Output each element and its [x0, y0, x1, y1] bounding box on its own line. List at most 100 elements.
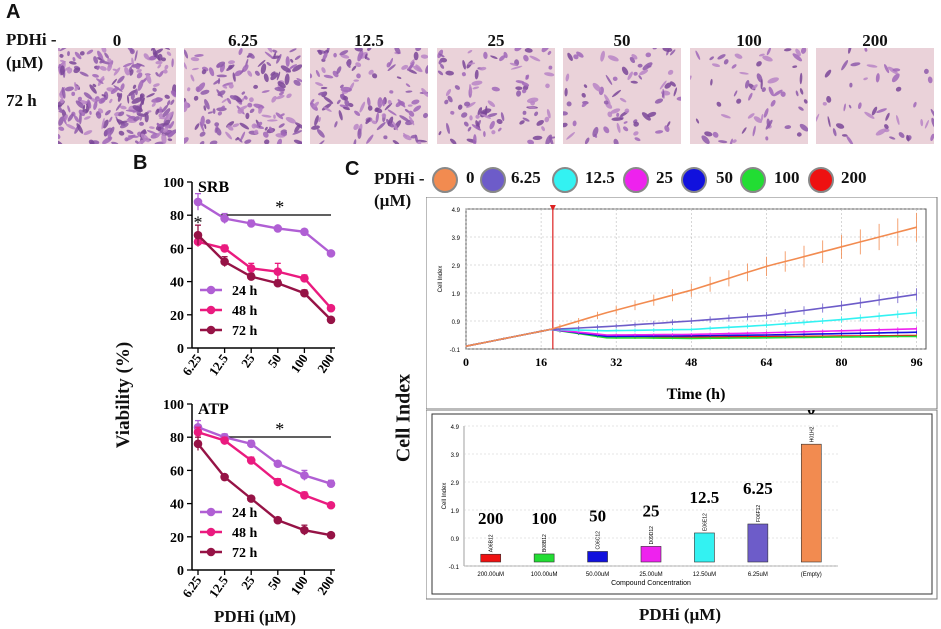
legend-marker: [206, 305, 216, 315]
cell-body: [545, 134, 553, 144]
cell-body: [162, 127, 169, 133]
cell-body: [118, 130, 125, 136]
cell-body: [292, 64, 302, 72]
cell-body: [565, 73, 570, 82]
cell-body: [346, 61, 351, 68]
unit-label-c: (µM): [374, 191, 412, 210]
cell-body: [405, 90, 413, 93]
cell-body: [146, 93, 155, 98]
cell-body: [184, 61, 187, 70]
cell-body: [386, 62, 391, 68]
cell-body: [566, 101, 572, 107]
cell-body: [457, 104, 463, 110]
cell-body: [522, 117, 530, 122]
cell-body: [266, 48, 273, 53]
cell-body: [146, 130, 157, 135]
cell-body: [97, 108, 104, 114]
histology-image: [58, 48, 176, 144]
cell-body: [154, 141, 165, 144]
cell-body: [343, 95, 349, 101]
cell-body: [108, 116, 113, 123]
y-tick-label: 100: [163, 398, 184, 413]
cell-body: [58, 48, 60, 51]
x-tick-label: 25.00uM: [639, 572, 662, 578]
cell-body: [217, 77, 221, 85]
cell-body: [375, 112, 379, 123]
cell-body: [530, 100, 536, 106]
cell-body: [99, 59, 105, 64]
cell-body: [151, 102, 156, 107]
cell-body: [661, 90, 665, 98]
x-tick-label: 50: [265, 573, 285, 592]
conc-label-50: 50: [613, 31, 631, 50]
cell-body: [239, 122, 250, 130]
cell-body: [592, 82, 602, 92]
cell-body: [278, 123, 285, 128]
cell-body: [109, 98, 113, 104]
cell-body: [167, 100, 171, 106]
cell-body: [354, 48, 363, 52]
cell-body: [753, 116, 763, 123]
cell-body: [357, 50, 364, 62]
cell-body: [271, 95, 277, 103]
cell-body: [871, 106, 878, 116]
cell-body: [190, 74, 195, 82]
pdhi-label-a: PDHi -: [6, 30, 57, 49]
cell-body: [126, 114, 136, 121]
cell-body: [158, 70, 164, 78]
cell-body: [751, 84, 758, 90]
cell-body: [336, 99, 341, 105]
cell-body: [82, 104, 86, 113]
histology-image: [816, 48, 934, 144]
cell-body: [638, 75, 642, 80]
cell-body: [127, 95, 130, 104]
cell-body: [803, 99, 808, 104]
cell-body: [365, 117, 371, 125]
cell-body: [275, 112, 284, 120]
cell-body: [374, 107, 379, 113]
y-tick-label: 40: [170, 498, 184, 513]
cell-body: [101, 48, 107, 53]
cell-body: [152, 87, 157, 92]
cell-body: [220, 105, 225, 110]
legend-label: 24 h: [232, 284, 258, 299]
cell-body: [444, 99, 449, 105]
cell-body: [134, 50, 138, 62]
cell-body: [98, 97, 106, 104]
cell-body: [695, 50, 701, 60]
cell-body: [115, 103, 122, 111]
cell-body: [756, 61, 762, 67]
cell-body: [404, 108, 410, 113]
pdhi-label-c: PDHi -: [374, 169, 425, 188]
cell-body: [896, 114, 900, 126]
cell-body: [353, 123, 359, 131]
cell-body: [200, 89, 210, 95]
cell-body: [573, 54, 579, 60]
cell-body: [83, 116, 91, 120]
cell-body: [629, 56, 636, 64]
cell-body: [333, 52, 337, 58]
y-tick-label: 0: [177, 564, 184, 579]
cell-body: [190, 57, 200, 62]
cell-body: [340, 54, 350, 59]
series-line: [197, 234, 332, 321]
legend-label: 24 h: [232, 506, 258, 521]
cell-body: [272, 49, 278, 53]
cell-body: [313, 101, 320, 108]
legend-marker: [206, 285, 216, 295]
cell-body: [816, 113, 820, 125]
well-id-label: B08B12: [542, 534, 548, 552]
cell-body: [795, 48, 801, 57]
histology-svg: [563, 48, 681, 144]
cell-body: [129, 48, 135, 55]
cell-body: [212, 108, 216, 114]
cell-body: [666, 121, 671, 127]
cell-body: [367, 97, 371, 107]
legend-label-0: 0: [466, 168, 475, 187]
bar-value-label: 100: [531, 509, 557, 528]
legend-marker: [206, 507, 216, 517]
cell-body: [320, 86, 328, 90]
cell-body: [110, 86, 119, 95]
cell-body: [155, 108, 160, 115]
